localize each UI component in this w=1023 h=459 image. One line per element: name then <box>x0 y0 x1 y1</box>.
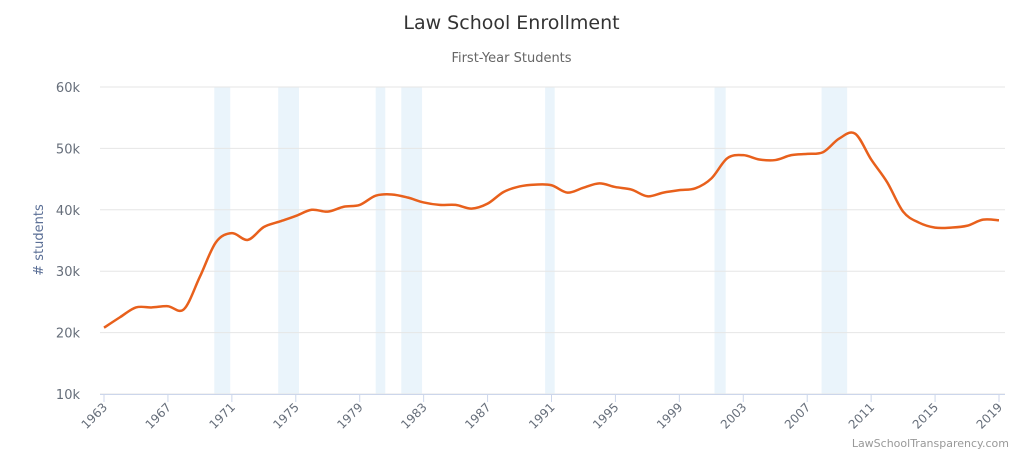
x-tick-label: 2007 <box>782 400 813 431</box>
x-tick-label: 2019 <box>974 400 1005 431</box>
x-tick-label: 2015 <box>910 400 941 431</box>
y-tick-label: 20k <box>56 327 81 342</box>
x-tick-label: 1983 <box>398 400 429 431</box>
x-tick-label: 2011 <box>846 400 877 431</box>
recession-band <box>401 87 423 394</box>
x-tick-label: 1987 <box>462 400 493 431</box>
y-tick-label: 30k <box>56 265 81 280</box>
x-tick-label: 2003 <box>718 400 749 431</box>
credits-link[interactable]: LawSchoolTransparency.com <box>851 437 1009 450</box>
series-line <box>103 131 1000 329</box>
recession-band <box>545 87 555 394</box>
y-tick-label: 60k <box>56 81 81 96</box>
x-tick-label: 1971 <box>206 400 237 431</box>
x-tick-label: 1979 <box>334 400 365 431</box>
x-tick-label: 1991 <box>526 400 557 431</box>
recession-band <box>375 87 386 394</box>
x-tick-label: 1999 <box>654 400 685 431</box>
y-tick-label: 50k <box>56 142 81 157</box>
chart-subtitle: First-Year Students <box>451 51 572 66</box>
x-tick-label: 1995 <box>590 400 621 431</box>
x-tick-label: 1963 <box>79 400 110 431</box>
y-tick-label: 10k <box>56 388 81 403</box>
recession-band <box>278 87 299 394</box>
x-tick-label: 1967 <box>143 400 174 431</box>
recession-band <box>821 87 848 394</box>
recession-band <box>714 87 726 394</box>
chart-title: Law School Enrollment <box>403 12 620 34</box>
y-axis-title: # students <box>32 204 47 276</box>
x-tick-label: 1975 <box>270 400 301 431</box>
y-tick-label: 40k <box>56 204 81 219</box>
recession-band <box>214 87 231 394</box>
